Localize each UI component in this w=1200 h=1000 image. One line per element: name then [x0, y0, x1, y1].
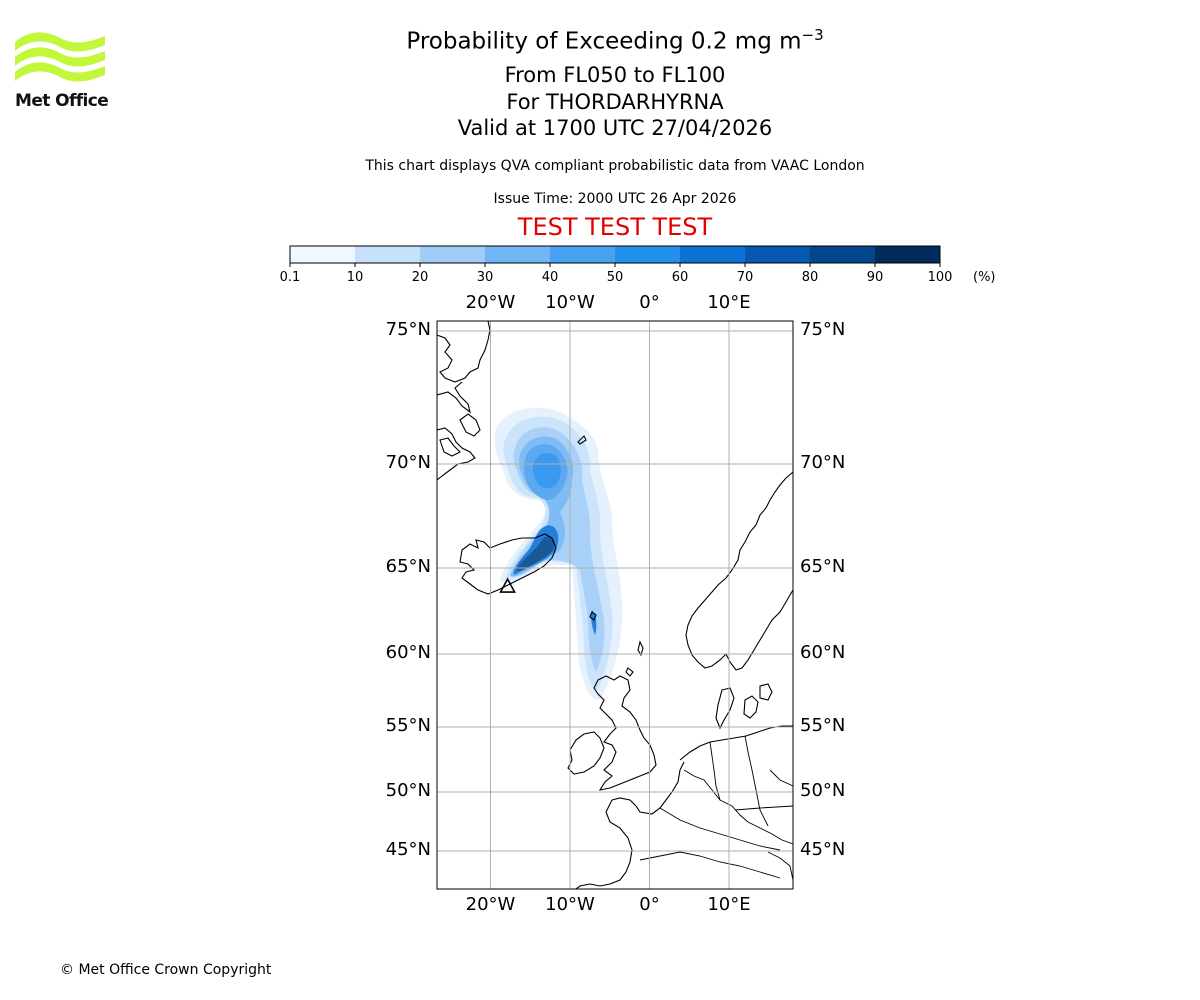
lat-label-left: 50°N	[385, 780, 431, 801]
lon-label-top: 20°W	[465, 292, 516, 313]
colorbar-tick-label: 20	[411, 270, 429, 285]
lon-label-bottom: 0°	[639, 894, 660, 915]
plume-core-north-inner	[532, 453, 561, 489]
lon-label-bottom: 10°E	[707, 894, 751, 915]
lat-label-left: 60°N	[385, 642, 431, 663]
colorbar-units: (%)	[973, 270, 996, 285]
lat-label-left: 65°N	[385, 556, 431, 577]
title-superscript: −3	[801, 26, 824, 44]
title-main-text: Probability of Exceeding 0.2 mg m	[406, 28, 802, 55]
lat-label-left: 70°N	[385, 452, 431, 473]
lon-label-top: 10°E	[707, 292, 751, 313]
plume-core-south-inner	[516, 536, 555, 571]
colorbar-tick-label: 50	[606, 270, 624, 285]
colorbar-tick-label: 60	[671, 270, 689, 285]
lat-label-right: 45°N	[800, 839, 846, 860]
lon-label-bottom: 10°W	[545, 894, 595, 915]
colorbar-tick-label: 0.1	[279, 270, 301, 285]
colorbar-tick-label: 100	[927, 270, 953, 285]
lat-label-right: 50°N	[800, 780, 846, 801]
test-banner: TEST TEST TEST	[517, 213, 713, 241]
chart-description: This chart displays QVA compliant probab…	[365, 158, 865, 174]
coastlines	[437, 321, 793, 889]
lat-label-right: 75°N	[800, 319, 846, 340]
volcano-marker	[499, 577, 516, 593]
logo-text: Met Office	[15, 91, 109, 111]
lat-label-left: 55°N	[385, 715, 431, 736]
colorbar-tick-label: 80	[801, 270, 819, 285]
ash-plume	[494, 407, 623, 700]
lon-label-top: 10°W	[545, 292, 595, 313]
lat-label-right: 65°N	[800, 556, 846, 577]
lon-label-bottom: 20°W	[465, 894, 516, 915]
copyright-notice: © Met Office Crown Copyright	[60, 962, 272, 978]
lat-label-left: 75°N	[385, 319, 431, 340]
lon-label-top: 0°	[639, 292, 660, 313]
map-frame	[436, 320, 794, 890]
lat-label-right: 55°N	[800, 715, 846, 736]
colorbar-tick-label: 10	[346, 270, 364, 285]
flight-level-range: From FL050 to FL100	[504, 63, 726, 87]
lat-label-right: 70°N	[800, 452, 846, 473]
issue-time: Issue Time: 2000 UTC 26 Apr 2026	[493, 191, 737, 207]
colorbar-tick-label: 30	[476, 270, 494, 285]
valid-time: Valid at 1700 UTC 27/04/2026	[457, 116, 773, 140]
chart-title: Probability of Exceeding 0.2 mg m−3	[0, 26, 1200, 55]
volcano-triangle	[499, 577, 516, 593]
colorbar-tick-label: 40	[541, 270, 559, 285]
colorbar-tick-label: 70	[736, 270, 754, 285]
lat-label-left: 45°N	[385, 839, 431, 860]
colorbar-tick-label: 90	[866, 270, 884, 285]
lat-label-right: 60°N	[800, 642, 846, 663]
volcano-name-title: For THORDARHYRNA	[506, 90, 724, 114]
